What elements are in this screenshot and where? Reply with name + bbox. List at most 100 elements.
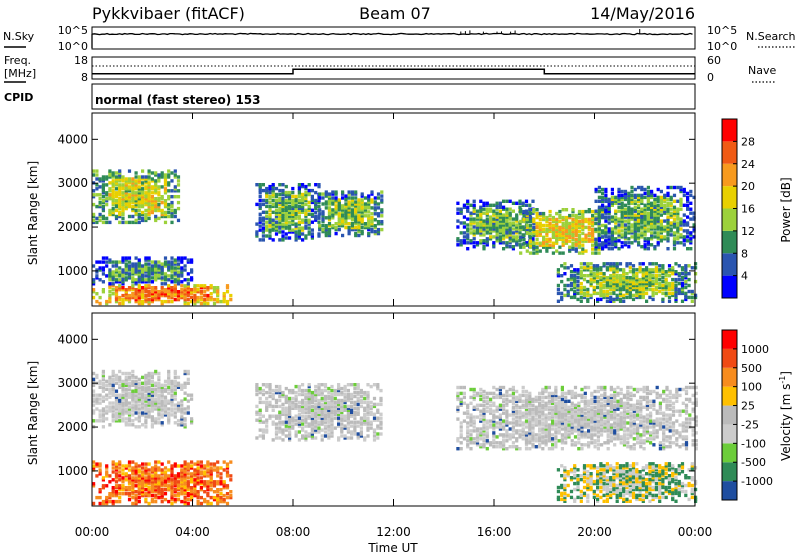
heatmap-cell <box>323 434 328 438</box>
heatmap-cell <box>105 464 109 468</box>
heatmap-cell <box>225 466 230 470</box>
heatmap-cell <box>203 464 207 468</box>
heatmap-cell <box>137 260 141 264</box>
heatmap-cell <box>304 184 308 189</box>
heatmap-cell <box>360 194 364 198</box>
heatmap-cell <box>648 287 652 292</box>
heatmap-cell <box>614 239 618 243</box>
heatmap-cell <box>281 210 285 214</box>
heatmap-cell <box>542 239 546 243</box>
heatmap-cell <box>679 207 683 211</box>
heatmap-cell <box>327 418 331 422</box>
heatmap-cell <box>111 401 115 405</box>
heatmap-cell <box>301 388 305 393</box>
heatmap-cell <box>592 264 596 268</box>
heatmap-cell <box>170 280 174 284</box>
heatmap-cell <box>173 391 177 395</box>
heatmap-cell <box>354 225 358 230</box>
heatmap-cell <box>154 371 158 376</box>
heatmap-cell <box>479 207 483 211</box>
heatmap-cell <box>609 274 613 278</box>
heatmap-cell <box>219 466 223 470</box>
heatmap-cell <box>160 484 164 488</box>
heatmap-cell <box>482 247 486 251</box>
heatmap-cell <box>555 217 559 222</box>
heatmap-cell <box>310 200 314 205</box>
heatmap-cell <box>337 198 341 202</box>
heatmap-cell <box>587 239 591 243</box>
heatmap-cell <box>176 403 181 407</box>
heatmap-cell <box>376 202 381 206</box>
heatmap-cell <box>127 293 132 298</box>
heatmap-cell <box>337 400 341 405</box>
heatmap-cell <box>630 195 634 200</box>
heatmap-cell <box>281 406 285 410</box>
heatmap-cell <box>321 227 325 232</box>
heatmap-cell <box>258 218 262 222</box>
heatmap-cell <box>641 276 645 280</box>
heatmap-cell <box>118 403 122 407</box>
heatmap-cell <box>297 412 301 416</box>
heatmap-cell <box>124 421 128 425</box>
heatmap-cell <box>294 230 298 234</box>
heatmap-cell <box>663 209 667 213</box>
heatmap-cell <box>623 193 628 198</box>
heatmap-cell <box>508 199 512 203</box>
heatmap-cell <box>627 245 631 249</box>
heatmap-cell <box>617 189 621 194</box>
heatmap-cell <box>594 245 598 249</box>
heatmap-cell <box>160 462 164 466</box>
heatmap-cell <box>489 219 493 223</box>
heatmap-cell <box>587 233 591 237</box>
heatmap-cell <box>271 192 275 197</box>
heatmap-cell <box>307 392 311 397</box>
heatmap-cell <box>114 419 119 423</box>
heatmap-cell <box>154 274 158 278</box>
heatmap-cell <box>341 214 345 218</box>
heatmap-cell <box>291 416 295 420</box>
heatmap-cell <box>95 462 99 466</box>
heatmap-cell <box>291 204 295 209</box>
heatmap-cell <box>596 276 600 280</box>
heatmap-cell <box>137 389 141 393</box>
heatmap-cell <box>284 426 288 430</box>
heatmap-cell <box>255 383 259 387</box>
heatmap-cell <box>551 217 555 222</box>
heatmap-cell <box>659 225 663 229</box>
heatmap-cell <box>692 223 696 227</box>
heatmap-cell <box>633 237 637 241</box>
heatmap-cell <box>127 417 132 421</box>
heatmap-cell <box>111 189 115 193</box>
heatmap-cell <box>144 403 148 407</box>
heatmap-cell <box>186 405 190 409</box>
heatmap-cell <box>327 416 331 420</box>
heatmap-cell <box>623 243 628 247</box>
heatmap-cell <box>337 408 341 412</box>
heatmap-cell <box>542 229 546 234</box>
heatmap-cell <box>641 295 645 300</box>
heatmap-cell <box>203 497 207 502</box>
colorbar-tick-label: 28 <box>741 135 755 148</box>
heatmap-cell <box>291 186 295 191</box>
heatmap-cell <box>363 436 367 440</box>
heatmap-cell <box>602 279 606 284</box>
noise-sky-line <box>91 32 693 48</box>
heatmap-cell <box>150 268 154 272</box>
heatmap-cell <box>291 210 295 214</box>
heatmap-cell <box>274 210 279 214</box>
heatmap-cell <box>160 415 164 419</box>
heatmap-cell <box>343 404 347 409</box>
heatmap-cell <box>98 379 102 384</box>
heatmap-cell <box>577 223 582 228</box>
heatmap-cell <box>479 233 483 237</box>
heatmap-cell <box>167 206 171 211</box>
heatmap-cell <box>327 229 332 234</box>
heatmap-cell <box>278 426 282 430</box>
heatmap-cell <box>144 181 148 185</box>
heatmap-cell <box>124 379 128 384</box>
heatmap-cell <box>108 493 112 498</box>
heatmap-cell <box>635 285 639 290</box>
heatmap-cell <box>294 234 298 238</box>
heatmap-cell <box>672 219 677 223</box>
heatmap-cell <box>274 198 279 203</box>
